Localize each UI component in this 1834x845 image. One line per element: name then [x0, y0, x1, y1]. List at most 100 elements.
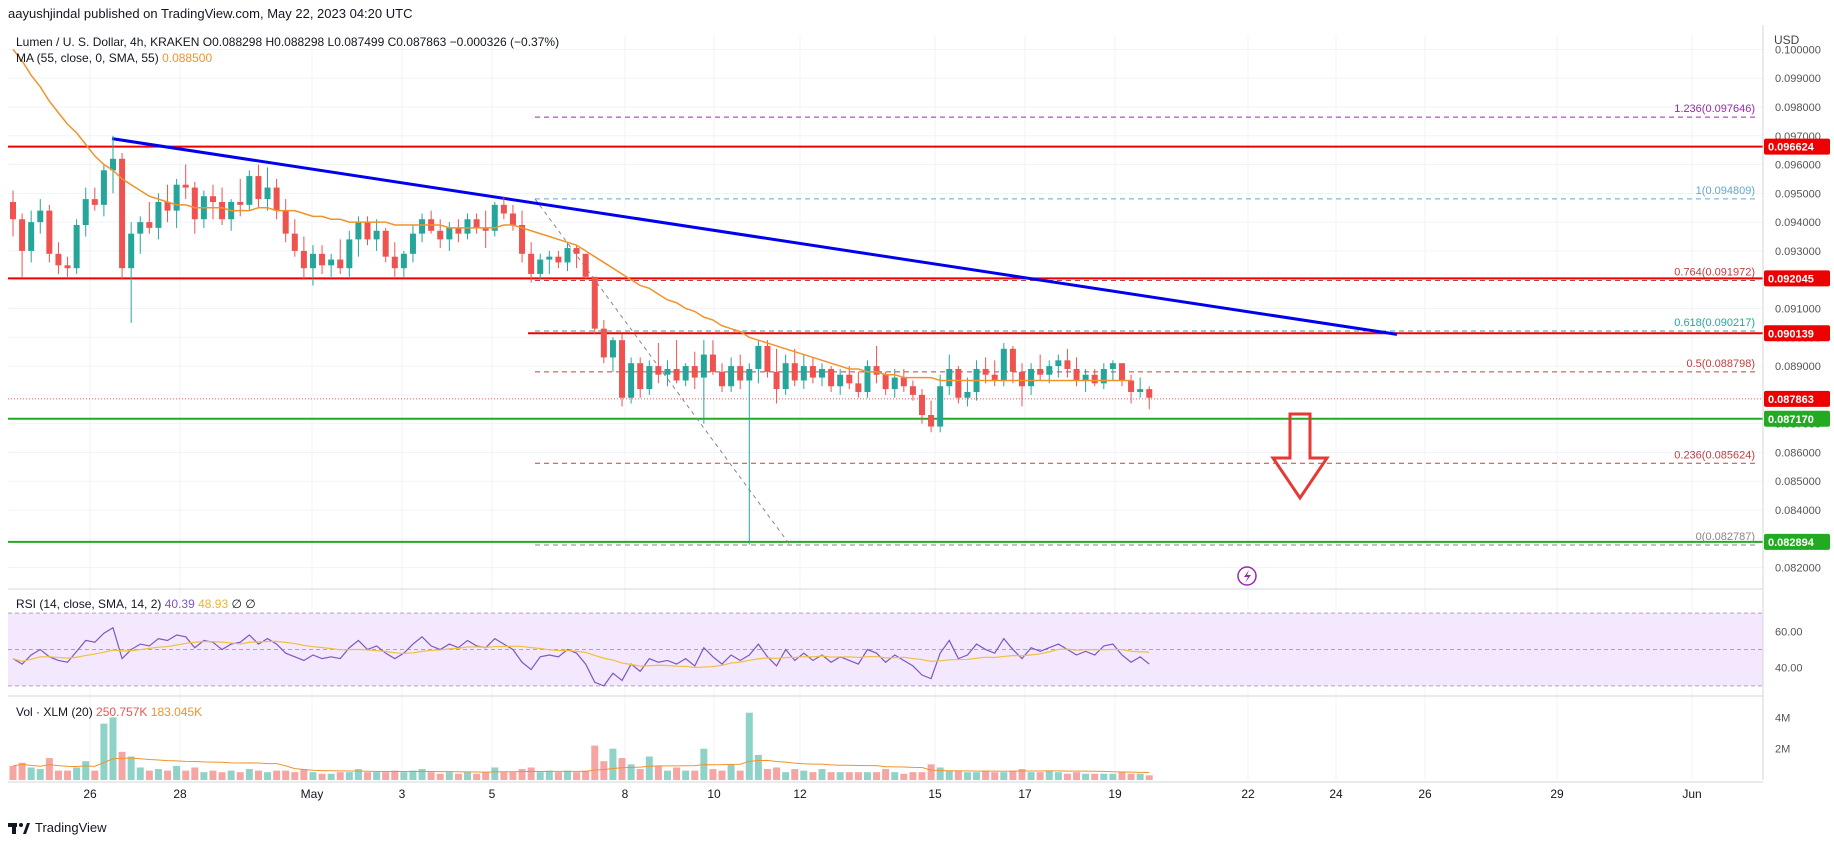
candle-body — [1009, 348, 1016, 372]
volume-bar — [318, 773, 326, 780]
candle-body — [655, 366, 662, 375]
candle-body — [691, 366, 698, 378]
candle-body — [500, 204, 507, 214]
candle-body — [537, 259, 544, 274]
price-label-resistance: 0.090139 — [1768, 328, 1814, 340]
volume-bar — [236, 772, 244, 780]
candle-body — [100, 170, 107, 205]
volume-bar — [209, 770, 217, 780]
tradingview-logo[interactable]: TradingView — [8, 820, 107, 835]
candle-body — [1055, 360, 1062, 367]
symbol-info: Lumen / U. S. Dollar, 4h, KRAKEN O0.0882… — [16, 35, 559, 49]
volume-bar — [936, 767, 944, 780]
volume-bar — [445, 772, 453, 780]
volume-bar — [54, 770, 62, 780]
price-tick-label: 0.086000 — [1775, 447, 1821, 459]
volume-bar — [182, 770, 190, 780]
price-label-resistance: 0.092045 — [1768, 273, 1814, 285]
time-tick-label: 22 — [1241, 787, 1255, 801]
price-tick-label: 0.094000 — [1775, 217, 1821, 229]
candle-body — [337, 259, 344, 269]
candle-body — [919, 394, 925, 416]
candle-body — [609, 340, 616, 358]
volume-bar — [1045, 770, 1053, 780]
candle-body — [773, 371, 780, 390]
volume-bar — [854, 772, 862, 780]
candle-body — [73, 225, 80, 269]
candle-body — [646, 366, 653, 390]
volume-legend[interactable]: Vol · XLM (20) 250.757K 183.045K — [16, 705, 202, 719]
volume-bar — [45, 758, 53, 780]
volume-bar — [300, 769, 308, 780]
candle-body — [837, 374, 844, 387]
candle-body — [237, 201, 244, 205]
price-tick-label: 0.093000 — [1775, 246, 1821, 258]
volume-bar — [1082, 773, 1090, 780]
candle-body — [764, 345, 771, 372]
price-label-last: 0.087863 — [1768, 394, 1814, 406]
candle-body — [146, 222, 153, 228]
volume-bar — [509, 772, 517, 780]
candle-body — [909, 386, 916, 395]
candle-body — [700, 354, 707, 378]
volume-bar — [1000, 772, 1008, 780]
volume-bar — [91, 770, 99, 780]
candle-body — [955, 368, 962, 398]
candle-body — [19, 219, 26, 251]
time-tick-label: 26 — [1418, 787, 1432, 801]
rsi-ma-line — [12, 640, 1150, 669]
volume-bar — [563, 770, 571, 780]
volume-bar — [782, 772, 790, 780]
volume-bar — [400, 772, 408, 780]
candle-body — [1028, 368, 1035, 387]
price-tick-label: 0.085000 — [1775, 476, 1821, 488]
volume-bar — [218, 772, 226, 780]
candle-body — [491, 204, 498, 231]
candle-body — [573, 248, 580, 254]
volume-bar — [373, 772, 381, 780]
volume-bar — [591, 745, 599, 780]
volume-bar — [818, 769, 826, 780]
volume-bar — [200, 772, 208, 780]
down-arrow-annotation — [1237, 412, 1330, 586]
candle-body — [928, 415, 935, 427]
descending-trendline — [111, 137, 1398, 336]
time-tick-label: 15 — [928, 787, 942, 801]
candle-body — [946, 368, 953, 387]
volume-bar — [1127, 773, 1135, 780]
candle-body — [482, 227, 489, 231]
volume-bar — [164, 770, 172, 780]
candle-body — [864, 366, 871, 392]
candle-body — [464, 219, 471, 234]
candle-body — [1118, 363, 1125, 381]
candle-body — [382, 230, 389, 257]
candle-body — [1137, 389, 1144, 392]
fib-retracement: 1.236(0.097646) 1(0.094809) 0.764(0.091972… — [534, 103, 1758, 546]
volume-bar — [554, 772, 562, 780]
candle-body — [619, 340, 626, 398]
volume-bar — [1027, 772, 1035, 780]
ma-legend[interactable]: MA (55, close, 0, SMA, 55) 0.088500 — [16, 51, 212, 65]
candle-body — [719, 371, 726, 387]
candle-body — [846, 374, 853, 384]
volume-bar — [873, 772, 881, 780]
candle-body — [1082, 374, 1089, 381]
volume-bar — [1036, 772, 1044, 780]
volume-bar — [282, 770, 290, 780]
price-label-box — [1764, 410, 1830, 427]
candle-body — [155, 201, 162, 228]
volume-bar — [127, 756, 135, 780]
symbol-title[interactable]: Lumen / U. S. Dollar, 4h, KRAKEN — [16, 35, 200, 49]
candle-body — [1109, 363, 1116, 369]
candle-body — [319, 253, 326, 266]
time-tick-label: May — [301, 787, 324, 801]
volume-bar — [845, 772, 853, 780]
volume-bar — [527, 767, 535, 780]
rsi-legend[interactable]: RSI (14, close, SMA, 14, 2) 40.39 48.93 … — [16, 597, 256, 611]
fib-label: 0.236(0.085624) — [1674, 449, 1755, 461]
volume-bar — [345, 772, 353, 780]
volume-bar — [9, 765, 17, 780]
volume-bar — [927, 764, 935, 780]
